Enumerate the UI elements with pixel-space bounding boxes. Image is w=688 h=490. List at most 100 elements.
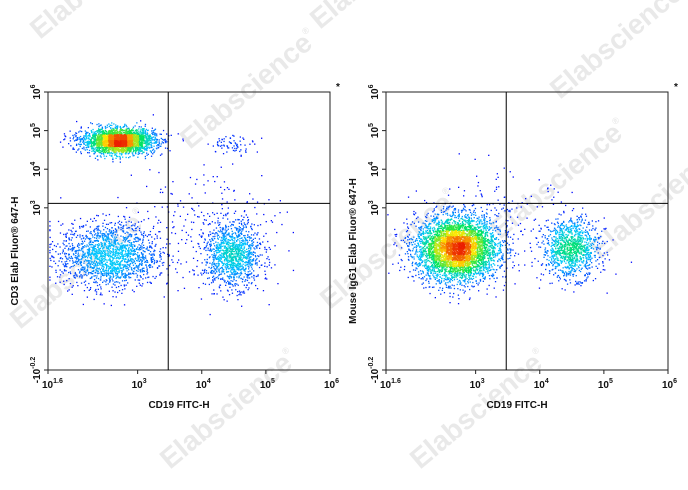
- event-dot: [91, 146, 93, 148]
- event-dot: [105, 214, 107, 217]
- event-dot: [130, 225, 133, 227]
- event-dot: [234, 199, 236, 201]
- event-dot: [120, 276, 122, 278]
- event-dot: [86, 230, 88, 232]
- event-dot: [145, 140, 147, 142]
- event-dot: [242, 240, 244, 242]
- event-dot: [144, 142, 146, 144]
- event-dot: [149, 134, 151, 136]
- event-dot: [152, 256, 154, 258]
- event-dot: [144, 125, 146, 127]
- event-dot: [140, 134, 142, 136]
- event-dot: [231, 237, 233, 239]
- event-dot: [274, 215, 276, 217]
- event-dot: [241, 250, 243, 252]
- event-dot: [146, 147, 148, 149]
- event-dot: [94, 157, 97, 159]
- event-dot: [237, 256, 239, 258]
- event-dot: [121, 259, 123, 262]
- event-dot: [213, 251, 215, 253]
- event-dot: [98, 123, 100, 125]
- event-dot: [228, 268, 230, 270]
- event-dot: [80, 249, 82, 252]
- event-dot: [106, 254, 109, 256]
- event-dot: [94, 237, 96, 239]
- event-dot: [97, 159, 99, 161]
- event-dot: [221, 270, 223, 272]
- event-dot: [147, 142, 150, 145]
- event-dot: [127, 232, 129, 234]
- event-dot: [198, 205, 200, 207]
- event-dot: [120, 146, 122, 148]
- event-dot: [218, 224, 220, 226]
- event-dot: [89, 244, 91, 246]
- event-dot: [126, 133, 128, 135]
- event-dot: [66, 245, 68, 247]
- event-dot: [93, 230, 95, 232]
- event-dot: [196, 178, 198, 181]
- event-dot: [137, 256, 140, 258]
- event-dot: [87, 134, 90, 137]
- event-dot: [157, 222, 159, 224]
- event-dot: [233, 243, 235, 245]
- event-dot: [83, 281, 85, 283]
- event-dot: [107, 137, 109, 140]
- event-dot: [247, 277, 249, 279]
- event-dot: [80, 260, 82, 262]
- event-dot: [117, 252, 119, 254]
- event-dot: [223, 181, 226, 183]
- event-dot: [232, 285, 234, 287]
- event-dot: [88, 141, 91, 143]
- event-dot: [233, 264, 235, 267]
- event-dot: [72, 275, 75, 277]
- event-dot: [249, 193, 251, 195]
- event-dot: [94, 136, 96, 139]
- event-dot: [221, 192, 223, 194]
- event-dot: [207, 224, 209, 226]
- event-dot: [117, 155, 119, 158]
- event-dot: [234, 237, 236, 239]
- event-dot: [108, 146, 110, 149]
- event-dot: [141, 146, 143, 148]
- event-dot: [222, 235, 224, 237]
- event-dot: [231, 235, 233, 237]
- event-dot: [117, 150, 120, 152]
- event-dot: [248, 257, 250, 260]
- event-dot: [124, 277, 126, 279]
- event-dot: [79, 139, 81, 141]
- event-dot: [73, 246, 76, 249]
- event-dot: [240, 237, 242, 239]
- event-dot: [131, 269, 133, 271]
- event-dot: [251, 228, 253, 231]
- event-dot: [234, 247, 237, 249]
- event-dot: [108, 123, 110, 125]
- event-dot: [82, 267, 84, 269]
- event-dot: [84, 280, 87, 282]
- event-dot: [128, 253, 130, 255]
- event-dot: [143, 128, 145, 130]
- event-dot: [228, 253, 231, 256]
- event-dot: [245, 268, 247, 270]
- event-dot: [205, 219, 207, 221]
- event-dot: [121, 255, 123, 257]
- event-dot: [225, 269, 228, 271]
- event-dot: [82, 139, 85, 141]
- event-dot: [229, 264, 232, 267]
- event-dot: [117, 257, 119, 259]
- event-dot: [117, 276, 119, 278]
- event-dot: [124, 218, 126, 220]
- event-dot: [236, 147, 238, 149]
- event-dot: [72, 147, 74, 149]
- event-dot: [79, 225, 81, 228]
- event-dot: [121, 148, 123, 151]
- event-dot: [102, 225, 104, 227]
- event-dot: [218, 145, 220, 147]
- event-dot: [228, 283, 230, 285]
- event-dot: [106, 249, 108, 252]
- event-dot: [75, 262, 78, 265]
- event-dot: [59, 253, 61, 255]
- event-dot: [126, 254, 128, 256]
- event-dot: [69, 260, 71, 262]
- event-dot: [115, 268, 117, 270]
- event-dot: [142, 253, 144, 255]
